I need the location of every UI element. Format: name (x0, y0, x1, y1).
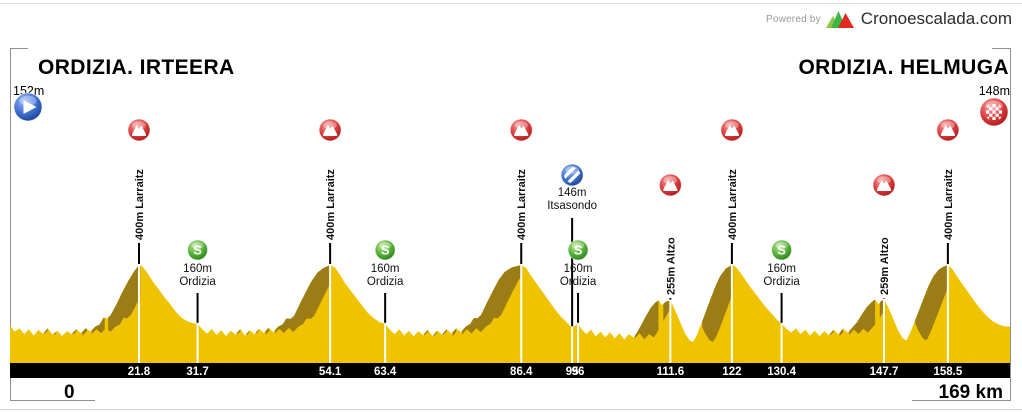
steep-slope-shading (879, 299, 884, 318)
finish-elevation: 148m (978, 84, 1010, 98)
km-tick-label: 111.6 (657, 366, 685, 378)
sprint-icon: S (567, 239, 589, 261)
cronoescalada-logo-icon (825, 11, 854, 28)
climb-icon (318, 118, 342, 142)
marker-name-label: Ordizia (560, 276, 597, 288)
steep-slope-shading (424, 329, 428, 336)
marker-name-label: Ordizia (179, 276, 216, 288)
marker-name-label: Itsasondo (547, 200, 597, 212)
climb-icon (872, 173, 896, 197)
steep-slope-shading (830, 329, 834, 336)
climb-marker: 400m Larraitz 86.4 (510, 169, 533, 378)
steep-slope-shading (663, 300, 671, 322)
steep-slope-shading (53, 331, 57, 336)
marker-elevation-label: 160m (371, 263, 400, 275)
climb-label: 400m Larraitz (727, 169, 739, 240)
svg-text:S: S (574, 243, 583, 258)
climb-icon (127, 118, 151, 142)
climb-label: 400m Larraitz (943, 169, 955, 240)
steep-slope-shading (44, 328, 48, 335)
steep-slope-shading (839, 328, 844, 336)
finish-icon (979, 97, 1009, 127)
start-title: ORDIZIA. IRTEERA (38, 56, 235, 79)
axis-start-km-label: 0 (64, 382, 75, 403)
top-divider (0, 3, 1022, 4)
steep-slope-shading (433, 330, 438, 337)
steep-slope-shading (72, 329, 77, 335)
km-tick-label: 147.7 (870, 366, 899, 378)
climb-label: 400m Larraitz (325, 169, 337, 240)
climb-label: 400m Larraitz (134, 169, 146, 240)
climb-label: 400m Larraitz (516, 169, 528, 240)
km-tick-label: 63.4 (374, 366, 397, 378)
steep-slope-shading (265, 328, 270, 335)
km-tick-label: 96 (572, 366, 585, 378)
steep-slope-shading (849, 299, 876, 336)
steep-slope-shading (443, 329, 447, 336)
distance-bar (10, 363, 1010, 378)
steep-slope-shading (452, 328, 457, 336)
marker-elevation-label: 160m (767, 263, 796, 275)
steep-slope-shading (275, 265, 331, 334)
pass-icon (560, 163, 584, 187)
marker-elevation-label: 160m (183, 263, 212, 275)
steep-slope-shading (915, 265, 949, 341)
steep-slope-shading (82, 328, 87, 336)
climb-marker: 400m Larraitz 122 (722, 169, 741, 378)
steep-slope-shading (246, 330, 250, 336)
climb-marker: 400m Larraitz 21.8 (128, 169, 151, 378)
km-tick-label: 86.4 (510, 366, 533, 378)
climb-label: 255m Altzo (665, 237, 677, 295)
marker-elevation-label: 160m (564, 263, 593, 275)
climb-marker: 259m Altzo 147.7 (870, 237, 899, 378)
svg-text:S: S (381, 243, 390, 258)
bottom-divider (0, 409, 1022, 410)
climb-icon (658, 173, 682, 197)
start-icon (13, 92, 43, 122)
km-tick-label: 95 (566, 366, 579, 378)
sprint-icon: S (374, 239, 396, 261)
marker-name-label: Ordizia (763, 276, 800, 288)
climb-icon (509, 118, 533, 142)
steep-slope-shading (237, 329, 241, 335)
sprint-icon: S (771, 239, 793, 261)
marker-elevation-label: 146m (558, 187, 587, 199)
climb-marker: 255m Altzo 111.6 (657, 237, 685, 378)
axis-end-km-label: 169 km (938, 382, 1003, 403)
climb-icon (720, 118, 744, 142)
km-tick-label: 31.7 (186, 366, 208, 378)
sprint-icon: S (187, 239, 209, 261)
steep-slope-shading (256, 329, 259, 334)
brand-name: Cronoescalada.com (860, 9, 1012, 28)
powered-by-label: Powered by (765, 13, 821, 25)
km-tick-label: 21.8 (128, 366, 151, 378)
climb-marker: 400m Larraitz 158.5 (933, 169, 962, 378)
steep-slope-shading (462, 265, 522, 335)
km-tick-label: 130.4 (767, 366, 796, 378)
elevation-area (10, 265, 1010, 363)
steep-slope-shading (108, 265, 141, 332)
climb-marker: 400m Larraitz 54.1 (319, 169, 342, 378)
km-tick-label: 122 (722, 366, 741, 378)
steep-slope-shading (702, 265, 734, 342)
km-tick-label: 54.1 (319, 366, 342, 378)
powered-by: Powered by Cronoescalada.com (766, 8, 1012, 30)
steep-slope-shading (91, 317, 105, 335)
steep-slope-shading (634, 300, 659, 340)
svg-text:S: S (777, 243, 786, 258)
svg-text:S: S (193, 243, 202, 258)
finish-title: ORDIZIA. HELMUGA (798, 56, 1009, 79)
climb-label: 259m Altzo (879, 237, 891, 295)
climb-icon (936, 118, 960, 142)
km-tick-label: 158.5 (933, 366, 962, 378)
marker-name-label: Ordizia (367, 276, 404, 288)
